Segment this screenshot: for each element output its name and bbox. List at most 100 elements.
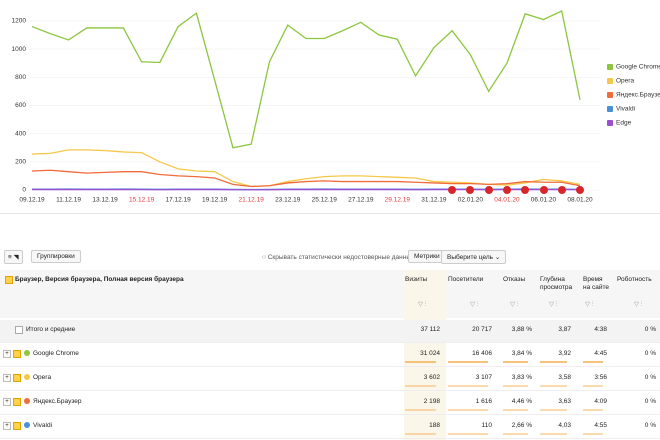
marker[interactable]: [558, 186, 566, 194]
legend-swatch: [607, 120, 613, 126]
browser-icon: [24, 422, 30, 428]
row-checkbox[interactable]: [15, 326, 23, 334]
column-header[interactable]: Время на сайте: [583, 276, 610, 291]
cell-bar: [540, 385, 567, 387]
x-tick-label: 29.12.19: [385, 197, 411, 204]
expander[interactable]: +: [3, 422, 11, 430]
x-tick-label: 09.12.19: [19, 197, 45, 204]
y-tick-label: 1000: [12, 46, 27, 53]
cell: 1 616: [475, 398, 492, 405]
y-tick-label: 800: [15, 74, 26, 81]
row-label: Vivaldi: [33, 422, 53, 429]
chart: 0 200 400 600 800 1000 1200 09.12.19 11.12.19 13.…: [12, 10, 660, 204]
x-tick-label: 15.12.19: [129, 197, 155, 204]
table: Браузер, Версия браузера, Полная версия …: [0, 270, 660, 440]
cell: 110: [481, 422, 492, 429]
row-line: [0, 438, 660, 439]
expander[interactable]: +: [3, 398, 11, 406]
cell: 0 %: [644, 350, 656, 357]
cell: 20 717: [472, 326, 492, 333]
view-toggle[interactable]: ≡ ◥: [4, 250, 23, 264]
legend-label: Vivaldi: [616, 106, 635, 113]
marker[interactable]: [448, 186, 456, 194]
legend-swatch: [607, 106, 613, 112]
cell-bar: [503, 385, 528, 387]
cell-bar: [583, 385, 603, 387]
row-line: [0, 414, 660, 415]
expander[interactable]: +: [3, 374, 11, 382]
column-tools[interactable]: ▽ ⫶: [585, 301, 594, 308]
cell: 2 198: [423, 398, 440, 405]
hide-unreliable[interactable]: ○ Скрывать статистически недостоверные д…: [262, 254, 422, 261]
x-tick-label: 19.12.19: [202, 197, 228, 204]
cell-bar: [503, 361, 528, 363]
browser-icon: [24, 350, 30, 356]
row-checkbox[interactable]: [13, 374, 21, 382]
cell-bar: [448, 361, 488, 363]
cell: 3 107: [475, 374, 492, 381]
column-header[interactable]: Посетители: [448, 276, 484, 283]
row-line: [0, 390, 660, 391]
column-tools[interactable]: ▽ ⫶: [549, 301, 558, 308]
cell: 3 602: [423, 374, 440, 381]
marker[interactable]: [521, 186, 529, 194]
marker[interactable]: [503, 186, 511, 194]
cell-bar: [540, 409, 567, 411]
goal-button[interactable]: Выберите цель ⌄: [441, 250, 507, 264]
cell: 4,03: [558, 422, 571, 429]
cell-bar: [405, 433, 436, 435]
column-tools[interactable]: ▽ ⫶: [634, 301, 643, 308]
row-label: Opera: [33, 374, 52, 381]
y-tick-label: 1200: [12, 18, 27, 25]
column-tools[interactable]: ▽ ⫶: [470, 301, 479, 308]
y-tick-label: 400: [15, 130, 26, 137]
cell-bar: [583, 409, 603, 411]
y-tick-label: 0: [22, 187, 26, 194]
x-tick-label: 06.01.20: [531, 197, 557, 204]
marker[interactable]: [576, 186, 584, 194]
cell: 0 %: [644, 374, 656, 381]
marker[interactable]: [540, 186, 548, 194]
cell-bar: [448, 409, 488, 411]
x-tick-label: 31.12.19: [421, 197, 447, 204]
row-label: Итого и средние: [26, 326, 76, 333]
cell: 3:56: [594, 374, 607, 381]
row-checkbox[interactable]: [13, 398, 21, 406]
cell-bar: [448, 433, 488, 435]
cell: 4:55: [594, 422, 607, 429]
marker[interactable]: [466, 186, 474, 194]
marker[interactable]: [485, 186, 493, 194]
browser-icon: [24, 398, 30, 404]
legend-swatch: [607, 78, 613, 84]
cell: 31 024: [420, 350, 440, 357]
cell: 3,83 %: [511, 374, 532, 381]
cell: 0 %: [644, 422, 656, 429]
separator: [0, 213, 660, 214]
column-header[interactable]: Отказы: [503, 276, 526, 283]
x-tick-label: 25.12.19: [312, 197, 338, 204]
column-tools[interactable]: ▽ ⫶: [418, 301, 427, 308]
header-checkbox[interactable]: [5, 276, 13, 284]
column-tools[interactable]: ▽ ⫶: [510, 301, 519, 308]
column-header[interactable]: Роботность: [617, 276, 652, 283]
series-line: [31, 10, 581, 149]
legend-label: Edge: [616, 120, 632, 127]
column-header[interactable]: Визиты: [405, 276, 428, 283]
expander[interactable]: +: [3, 350, 11, 358]
x-tick-label: 21.12.19: [239, 197, 265, 204]
cell: 4:45: [594, 350, 607, 357]
row-checkbox[interactable]: [13, 422, 21, 430]
cell-bar: [503, 433, 528, 435]
cell-bar: [503, 409, 528, 411]
metrics-button[interactable]: Метрики: [408, 250, 446, 263]
cell: 3,84 %: [511, 350, 532, 357]
x-tick-label: 11.12.19: [56, 197, 81, 204]
cell: 3,63: [558, 398, 571, 405]
row-checkbox[interactable]: [13, 350, 21, 358]
total-bg: [0, 320, 660, 342]
cell: 3,92: [558, 350, 571, 357]
cell-bar: [583, 433, 603, 435]
column-header[interactable]: Глубина просмотра: [540, 276, 573, 291]
groupings-button[interactable]: Группировки: [31, 250, 81, 263]
row-label: Яндекс.Браузер: [33, 398, 82, 405]
